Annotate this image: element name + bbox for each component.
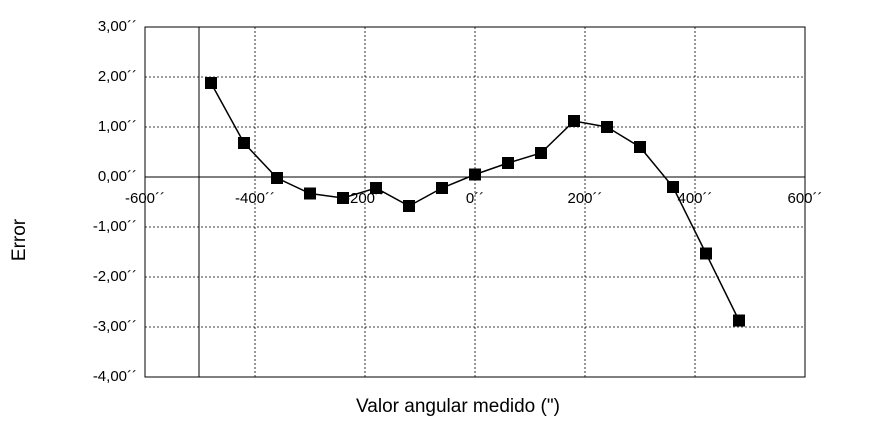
y-tick-label: 1,00´´	[98, 118, 137, 135]
x-tick-label: -600´´	[125, 190, 165, 207]
y-tick-label: -4,00´´	[93, 368, 137, 385]
y-axis-title: Error	[9, 218, 30, 261]
marker	[205, 77, 217, 89]
x-axis-title: Valor angular medido (")	[356, 396, 560, 417]
marker	[667, 181, 679, 193]
x-tick-label: 0´´	[466, 190, 484, 207]
y-tick-label: 2,00´´	[98, 68, 137, 85]
plot-area	[144, 26, 806, 378]
marker	[403, 200, 415, 212]
marker	[733, 314, 745, 327]
marker	[634, 141, 646, 153]
y-tick-label: -1,00´´	[93, 218, 137, 235]
marker	[535, 147, 547, 159]
marker	[271, 172, 283, 184]
marker	[469, 168, 481, 181]
x-tick-label: 200´´	[567, 190, 602, 207]
marker	[568, 115, 580, 127]
marker	[502, 157, 514, 169]
marker	[337, 192, 349, 204]
y-tick-label: -3,00´´	[93, 318, 137, 335]
y-tick-label: -2,00´´	[93, 268, 137, 285]
marker	[700, 247, 712, 260]
marker	[436, 182, 448, 194]
marker	[370, 182, 382, 194]
x-tick-label: 600´´	[787, 190, 822, 207]
marker	[304, 187, 316, 200]
x-tick-label: 400´´	[677, 190, 712, 207]
y-tick-label: 0,00´´	[98, 168, 137, 185]
marker	[601, 121, 613, 133]
y-tick-label: 3,00´´	[98, 18, 137, 35]
x-tick-label: -400´´	[235, 190, 275, 207]
marker	[238, 137, 250, 149]
